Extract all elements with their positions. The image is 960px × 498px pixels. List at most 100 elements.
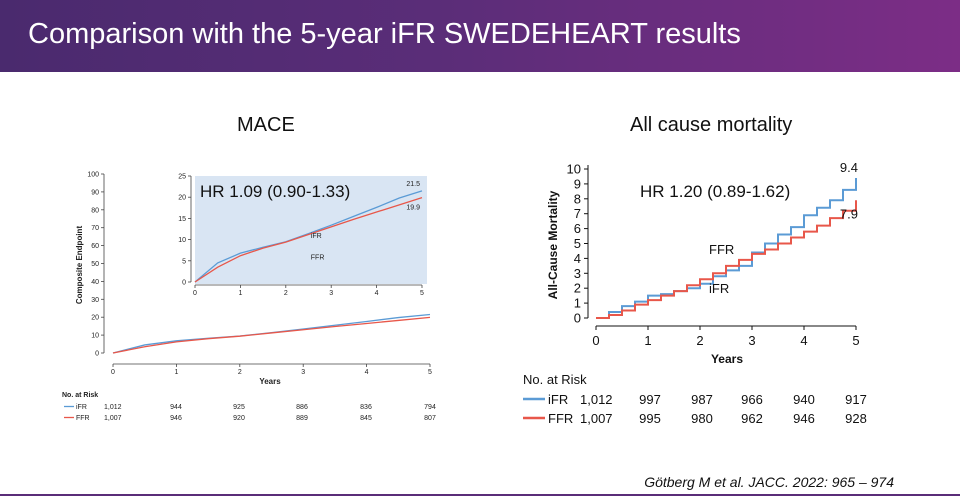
mace-at-risk-row-label: FFR [76, 415, 90, 422]
mace-at-risk-value: 889 [296, 415, 308, 422]
mace-at-risk-value: 794 [424, 404, 436, 411]
mace-inset-x-tick-label: 1 [238, 290, 242, 297]
mace-at-risk-value: 920 [233, 415, 245, 422]
title-banner: Comparison with the 5-year iFR SWEDEHEAR… [0, 0, 960, 72]
mace-y-tick-label: 70 [91, 225, 99, 232]
mace-inset-y-tick-label: 20 [178, 195, 186, 202]
mortality-y-tick-label: 8 [574, 191, 581, 206]
mortality-at-risk-row-label: iFR [548, 392, 568, 407]
mortality-at-risk-value: 1,012 [580, 392, 613, 407]
mortality-y-tick-label: 9 [574, 176, 581, 191]
mortality-x-tick-label: 3 [748, 333, 755, 348]
mortality-x-tick-label: 0 [592, 333, 599, 348]
mortality-y-tick-label: 10 [567, 162, 581, 177]
mace-at-risk-value: 944 [170, 404, 182, 411]
mortality-x-tick-label: 1 [644, 333, 651, 348]
mortality-y-tick-label: 0 [574, 311, 581, 326]
mortality-y-tick-label: 3 [574, 266, 581, 281]
mortality-y-tick-label: 6 [574, 221, 581, 236]
mortality-y-tick-label: 1 [574, 296, 581, 311]
mace-x-tick-label: 5 [428, 369, 432, 376]
mace-inset-y-tick-label: 15 [178, 216, 186, 223]
mace-inset-series-ffr [194, 197, 423, 283]
mortality-y-tick-label: 5 [574, 236, 581, 251]
mortality-series-label-ifr: iFR [709, 281, 729, 296]
mace-at-risk-value: 925 [233, 404, 245, 411]
citation: Götberg M et al. JACC. 2022: 965 – 974 [644, 474, 894, 490]
mortality-at-risk-value: 917 [845, 392, 867, 407]
mace-y-tick-label: 100 [87, 172, 99, 179]
mace-inset-series-ifr [194, 190, 423, 283]
mortality-at-risk-value: 946 [793, 411, 815, 426]
mace-inset-series-label-ffr: FFR [311, 255, 325, 262]
mace-series-ffr [112, 316, 431, 354]
mace-inset-y-tick-label: 10 [178, 237, 186, 244]
mace-y-tick-label: 20 [91, 315, 99, 322]
mortality-at-risk-heading: No. at Risk [523, 372, 587, 387]
mace-y-tick-label: 40 [91, 279, 99, 286]
mortality-y-axis-label: All-Cause Mortality [546, 190, 560, 299]
mortality-y-tick-label: 4 [574, 251, 581, 266]
mortality-at-risk-value: 997 [639, 392, 661, 407]
mace-x-tick-label: 2 [238, 369, 242, 376]
mace-hr-annotation: HR 1.09 (0.90-1.33) [200, 182, 350, 201]
mace-at-risk-value: 1,007 [104, 415, 122, 422]
mortality-at-risk-value: 980 [691, 411, 713, 426]
mortality-x-tick-label: 2 [696, 333, 703, 348]
mace-inset-background [195, 176, 427, 284]
mace-inset-end-label-ffr: 19.9 [406, 205, 420, 212]
mortality-at-risk-value: 987 [691, 392, 713, 407]
mortality-y-tick-label: 7 [574, 206, 581, 221]
mace-x-tick-label: 4 [365, 369, 369, 376]
mace-inset-plot: 0 5 10 15 20 25 0 1 2 3 4 5 21.5 19.9 iFR FFR [178, 174, 424, 298]
mortality-x-axis-label: Years [711, 352, 743, 366]
mace-inset-y-tick-label: 0 [182, 280, 186, 287]
mortality-end-label-ffr: 7.9 [840, 206, 858, 221]
mace-inset-x-tick-label: 5 [420, 290, 424, 297]
mace-y-axis-label: Composite Endpoint [75, 226, 84, 305]
mace-x-tick-label: 0 [111, 369, 115, 376]
slide-title: Comparison with the 5-year iFR SWEDEHEAR… [28, 18, 741, 50]
mace-y-tick-label: 10 [91, 333, 99, 340]
mortality-hr-annotation: HR 1.20 (0.89-1.62) [640, 182, 790, 201]
mortality-at-risk-value: 940 [793, 392, 815, 407]
mace-inset-y-tick-label: 5 [182, 258, 186, 265]
mace-at-risk-value: 836 [360, 404, 372, 411]
mace-panel-title: MACE [237, 114, 295, 136]
mortality-at-risk-table: iFR 1,012 997 987 966 940 917 FFR 1,007 995 980 962… [523, 392, 867, 426]
mace-at-risk-value: 845 [360, 415, 372, 422]
mortality-at-risk-value: 995 [639, 411, 661, 426]
mace-inset-series-label-ifr: iFR [311, 233, 322, 240]
mace-x-tick-label: 1 [174, 369, 178, 376]
mace-at-risk-heading: No. at Risk [62, 392, 98, 399]
mace-inset-x-tick-label: 2 [284, 290, 288, 297]
mortality-series-ffr [596, 200, 857, 319]
mortality-series-label-ffr: FFR [709, 242, 734, 257]
mortality-panel-title: All cause mortality [630, 114, 793, 136]
mace-at-risk-row-label: iFR [76, 404, 87, 411]
mace-at-risk-value: 1,012 [104, 404, 122, 411]
mace-inset-x-tick-label: 4 [375, 290, 379, 297]
mace-x-axis-label: Years [259, 377, 281, 386]
mace-inset-end-label-ifr: 21.5 [406, 181, 420, 188]
mace-inset-x-tick-label: 3 [329, 290, 333, 297]
mortality-x-tick-label: 5 [852, 333, 859, 348]
mace-at-risk-value: 886 [296, 404, 308, 411]
mortality-end-label-ifr: 9.4 [840, 160, 858, 175]
mortality-at-risk-value: 966 [741, 392, 763, 407]
mortality-at-risk-value: 928 [845, 411, 867, 426]
mace-y-tick-label: 60 [91, 243, 99, 250]
mortality-y-tick-label: 2 [574, 281, 581, 296]
mace-y-tick-label: 30 [91, 297, 99, 304]
mace-at-risk-table: iFR 1,012 944 925 886 836 794 FFR 1,007 946 920 889… [64, 404, 436, 422]
mace-y-tick-label: 0 [95, 351, 99, 358]
mace-y-tick-label: 50 [91, 261, 99, 268]
mace-y-tick-label: 80 [91, 207, 99, 214]
mace-inset-x-tick-label: 0 [193, 290, 197, 297]
mace-x-tick-label: 3 [301, 369, 305, 376]
mortality-at-risk-row-label: FFR [548, 411, 573, 426]
